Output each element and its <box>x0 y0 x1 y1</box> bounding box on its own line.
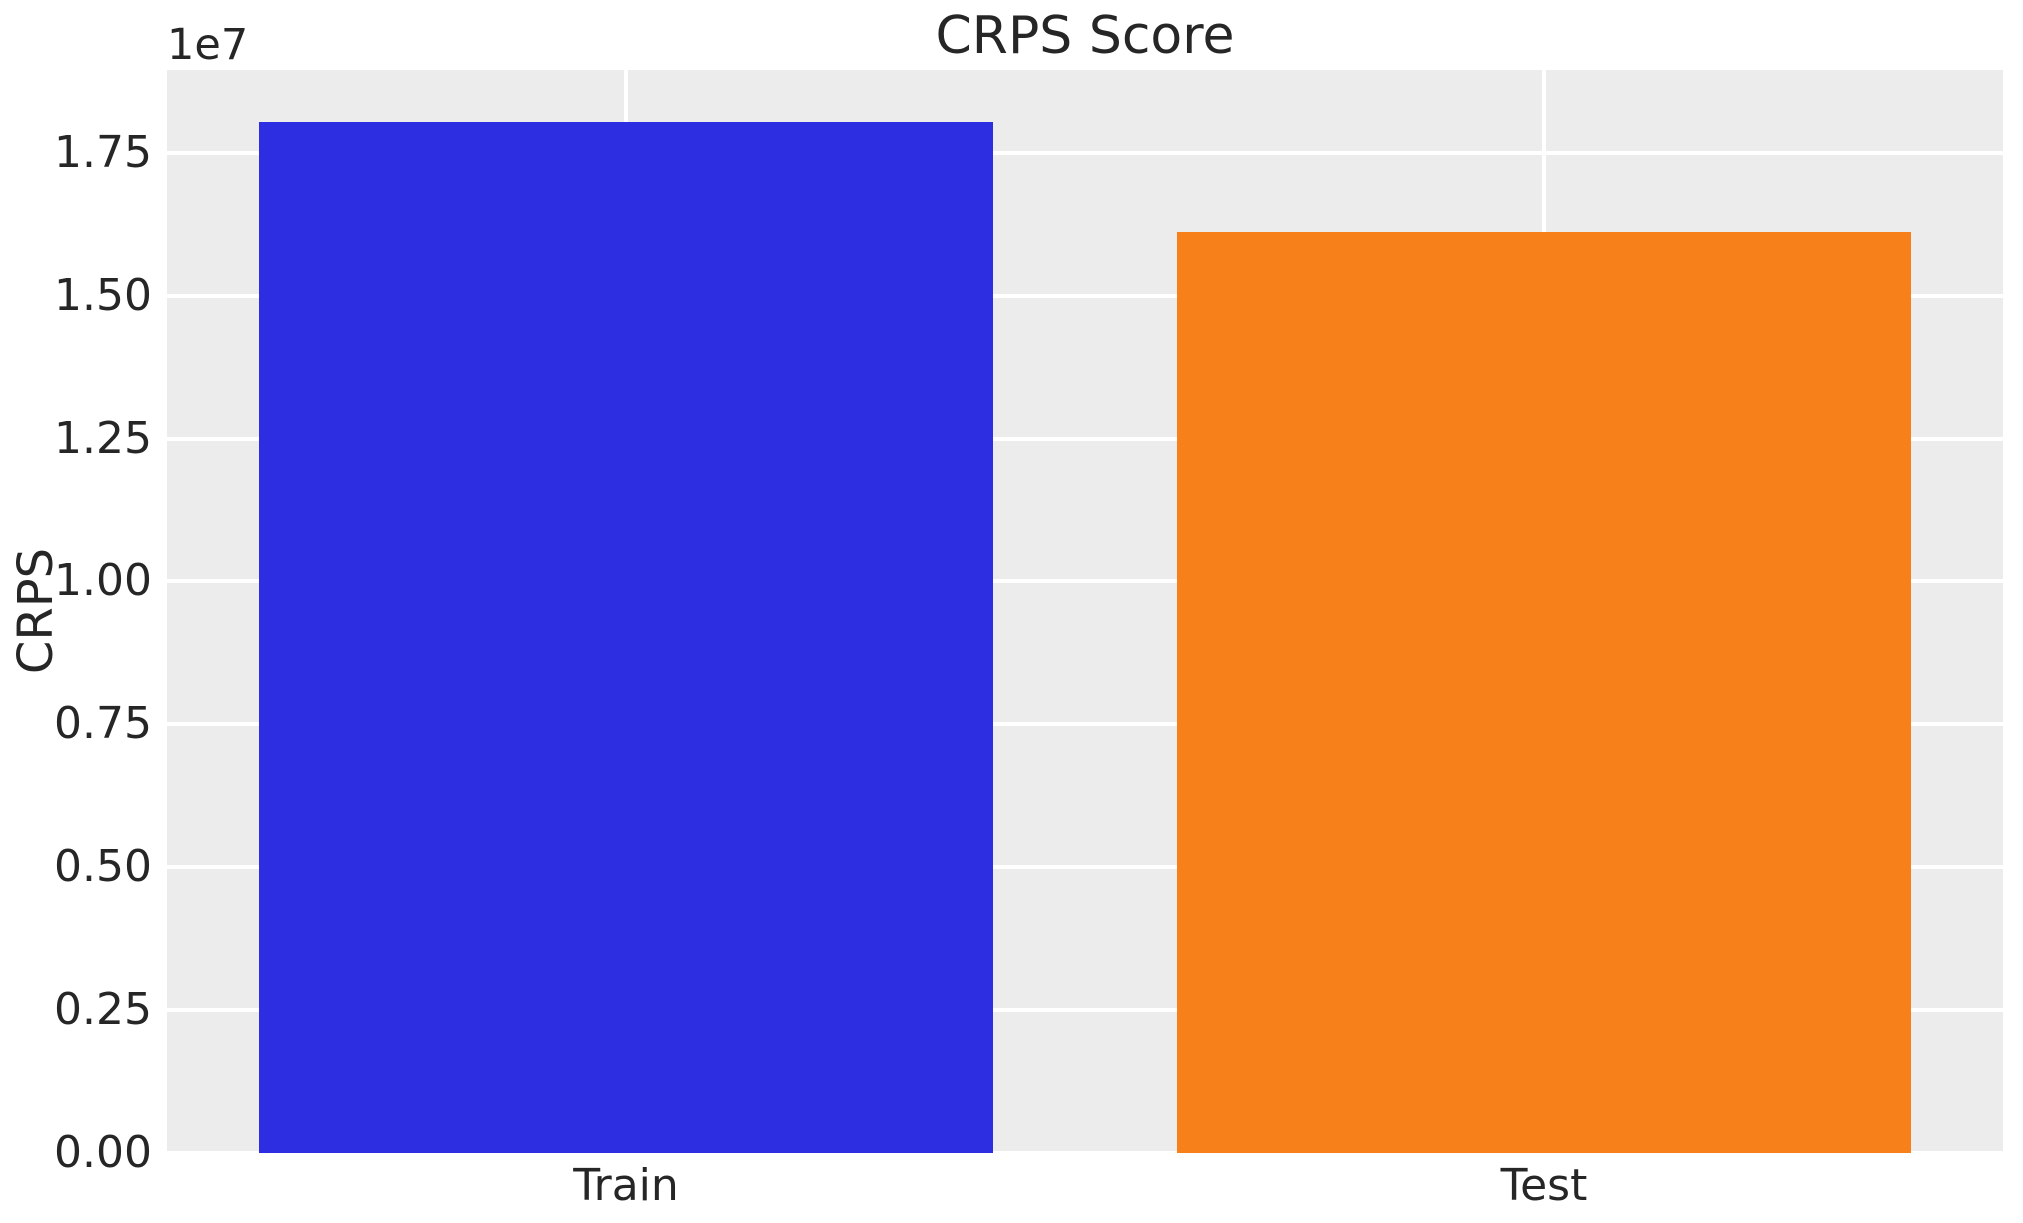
h-gridline-0.75 <box>167 722 2003 727</box>
h-gridline-0.00 <box>167 1151 2003 1155</box>
y-tick-label-0.00: 0.00 <box>54 1127 152 1178</box>
h-gridline-1.75 <box>167 150 2003 155</box>
y-tick-label-1.50: 1.50 <box>54 269 152 321</box>
x-tick-label-test: Test <box>1500 1160 1588 1211</box>
y-tick-label-0.25: 0.25 <box>54 984 152 1036</box>
bar-test <box>1176 231 1912 1153</box>
y-tick-label-1.75: 1.75 <box>54 126 152 178</box>
y-axis-offset-label: 1e7 <box>167 20 249 70</box>
bar-train <box>258 122 994 1153</box>
chart-title: CRPS Score <box>935 6 1235 66</box>
plot-area <box>167 70 2003 1155</box>
x-tick-label-train: Train <box>573 1160 679 1211</box>
y-tick-label-1.25: 1.25 <box>54 412 152 464</box>
h-gridline-0.50 <box>167 865 2003 870</box>
y-tick-label-1.00: 1.00 <box>54 555 152 607</box>
h-gridline-1.00 <box>167 579 2003 584</box>
y-tick-label-0.75: 0.75 <box>54 698 152 750</box>
y-tick-label-0.50: 0.50 <box>54 841 152 893</box>
h-gridline-1.25 <box>167 436 2003 441</box>
h-gridline-1.50 <box>167 293 2003 298</box>
h-gridline-0.25 <box>167 1008 2003 1013</box>
